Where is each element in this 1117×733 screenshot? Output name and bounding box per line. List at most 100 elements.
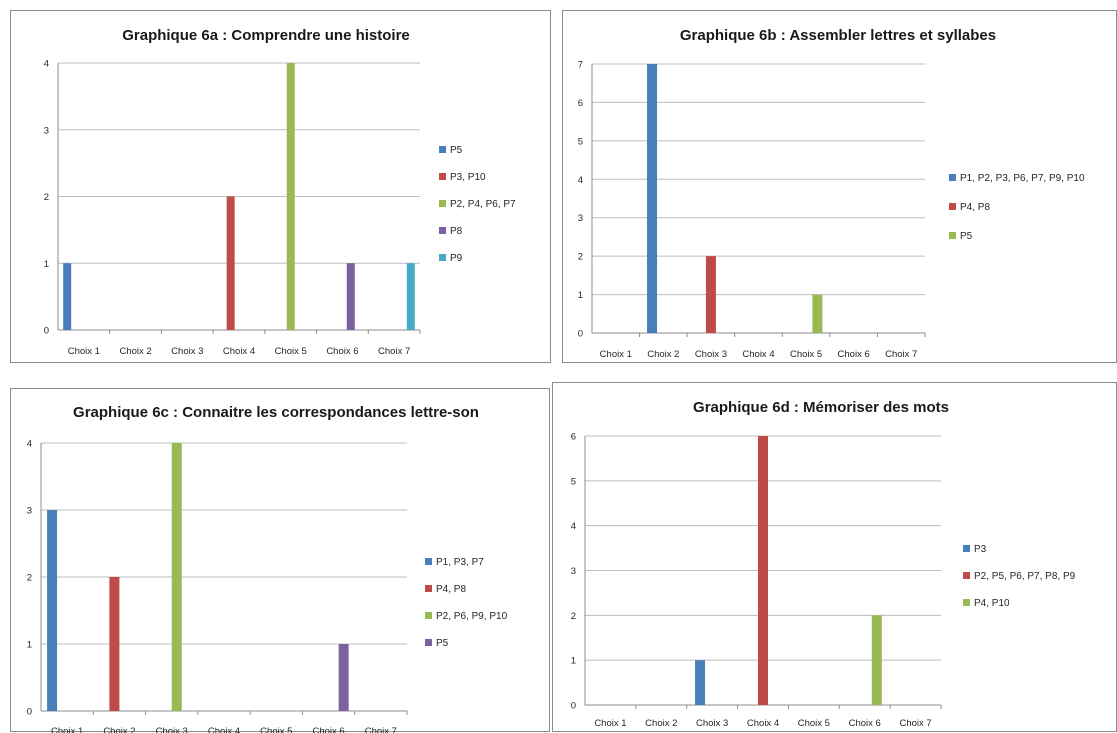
y-tick-label: 2: [44, 192, 49, 203]
x-tick-label: Choix 6: [849, 718, 881, 729]
x-tick-label: Choix 4: [223, 346, 255, 357]
x-tick-label: Choix 3: [695, 349, 727, 360]
x-tick-label: Choix 5: [260, 726, 292, 733]
x-tick-label: Choix 3: [171, 346, 203, 357]
bar: [63, 263, 72, 330]
x-tick-label: Choix 3: [156, 726, 188, 733]
bar: [705, 256, 716, 333]
legend-swatch: [439, 146, 446, 153]
legend-entry: P2, P5, P6, P7, P8, P9: [974, 571, 1076, 582]
chart-title: Graphique 6b : Assembler lettres et syll…: [680, 27, 996, 44]
y-tick-label: 0: [44, 326, 49, 337]
x-tick-label: Choix 6: [326, 346, 358, 357]
y-tick-label: 1: [44, 259, 49, 270]
bar: [695, 660, 706, 705]
y-tick-label: 5: [578, 136, 583, 147]
legend-entry: P1, P2, P3, P6, P7, P9, P10: [960, 173, 1085, 184]
legend-entry: P4, P10: [974, 598, 1010, 609]
x-tick-label: Choix 1: [51, 726, 83, 733]
bar: [286, 63, 295, 330]
y-tick-label: 2: [27, 573, 32, 584]
y-tick-label: 2: [571, 611, 576, 622]
x-tick-label: Choix 4: [208, 726, 240, 733]
x-tick-label: Choix 2: [119, 346, 151, 357]
bar: [871, 615, 882, 705]
legend-swatch: [425, 558, 432, 565]
bar: [346, 263, 355, 330]
y-tick-label: 1: [578, 290, 583, 301]
chart-title: Graphique 6c : Connaitre les corresponda…: [73, 404, 479, 421]
legend-swatch: [439, 254, 446, 261]
y-tick-label: 6: [578, 98, 583, 109]
legend-entry: P3: [974, 544, 987, 555]
x-tick-label: Choix 1: [600, 349, 632, 360]
legend-swatch: [439, 200, 446, 207]
x-tick-label: Choix 6: [838, 349, 870, 360]
chart-6c-panel: Graphique 6c : Connaitre les corresponda…: [10, 388, 550, 733]
legend-swatch: [949, 203, 956, 210]
chart-title: Graphique 6d : Mémoriser des mots: [693, 399, 949, 416]
y-tick-label: 0: [27, 707, 32, 718]
bar: [338, 644, 349, 711]
legend-swatch: [425, 585, 432, 592]
x-tick-label: Choix 7: [365, 726, 397, 733]
legend-entry: P2, P6, P9, P10: [436, 611, 508, 622]
legend-entry: P8: [450, 226, 463, 237]
legend-swatch: [425, 639, 432, 646]
y-tick-label: 7: [578, 60, 583, 71]
x-tick-label: Choix 2: [103, 726, 135, 733]
legend-swatch: [439, 227, 446, 234]
x-tick-label: Choix 2: [645, 718, 677, 729]
x-tick-label: Choix 5: [790, 349, 822, 360]
y-tick-label: 1: [27, 640, 32, 651]
x-tick-label: Choix 7: [899, 718, 931, 729]
y-tick-label: 3: [27, 506, 32, 517]
y-tick-label: 2: [578, 252, 583, 263]
chart-6d-panel: Graphique 6d : Mémoriser des mots 0 1 2 3 4 5 6…: [552, 382, 1117, 732]
y-tick-label: 0: [571, 701, 576, 712]
x-tick-label: Choix 3: [696, 718, 728, 729]
x-tick-label: Choix 5: [798, 718, 830, 729]
y-tick-label: 4: [27, 439, 32, 450]
chart-6a-panel: Graphique 6a : Comprendre une histoire 0 1…: [10, 10, 551, 363]
chart-title: Graphique 6a : Comprendre une histoire: [122, 27, 410, 44]
chart-6c: Graphique 6c : Connaitre les corresponda…: [27, 404, 508, 733]
y-tick-label: 3: [578, 213, 583, 224]
y-tick-label: 5: [571, 476, 576, 487]
x-tick-label: Choix 6: [312, 726, 344, 733]
legend-swatch: [963, 572, 970, 579]
legend-swatch: [963, 599, 970, 606]
legend-entry: P1, P3, P7: [436, 557, 484, 568]
legend-swatch: [425, 612, 432, 619]
chart-6b-panel: Graphique 6b : Assembler lettres et syll…: [562, 10, 1117, 363]
chart-6b: Graphique 6b : Assembler lettres et syll…: [578, 27, 1085, 360]
x-tick-label: Choix 7: [378, 346, 410, 357]
bar: [647, 64, 658, 333]
y-tick-label: 1: [571, 656, 576, 667]
chart-6a: Graphique 6a : Comprendre une histoire 0 1…: [44, 27, 516, 357]
legend-swatch: [949, 232, 956, 239]
bar: [171, 443, 182, 711]
x-tick-label: Choix 1: [68, 346, 100, 357]
x-tick-label: Choix 7: [885, 349, 917, 360]
bar: [109, 577, 120, 711]
legend-entry: P5: [436, 638, 449, 649]
legend-swatch: [949, 174, 956, 181]
legend-entry: P9: [450, 253, 463, 264]
y-tick-label: 4: [44, 59, 49, 70]
x-tick-label: Choix 4: [747, 718, 779, 729]
legend-swatch: [439, 173, 446, 180]
legend-entry: P4, P8: [436, 584, 466, 595]
bar: [47, 510, 58, 711]
y-tick-label: 6: [571, 432, 576, 443]
legend-entry: P5: [960, 231, 973, 242]
bar: [758, 436, 768, 705]
legend-entry: P3, P10: [450, 172, 486, 183]
legend-swatch: [963, 545, 970, 552]
x-tick-label: Choix 1: [594, 718, 626, 729]
legend-entry: P5: [450, 145, 463, 156]
x-tick-label: Choix 5: [275, 346, 307, 357]
y-tick-label: 4: [578, 175, 583, 186]
y-tick-label: 3: [44, 125, 49, 136]
legend-entry: P4, P8: [960, 202, 990, 213]
